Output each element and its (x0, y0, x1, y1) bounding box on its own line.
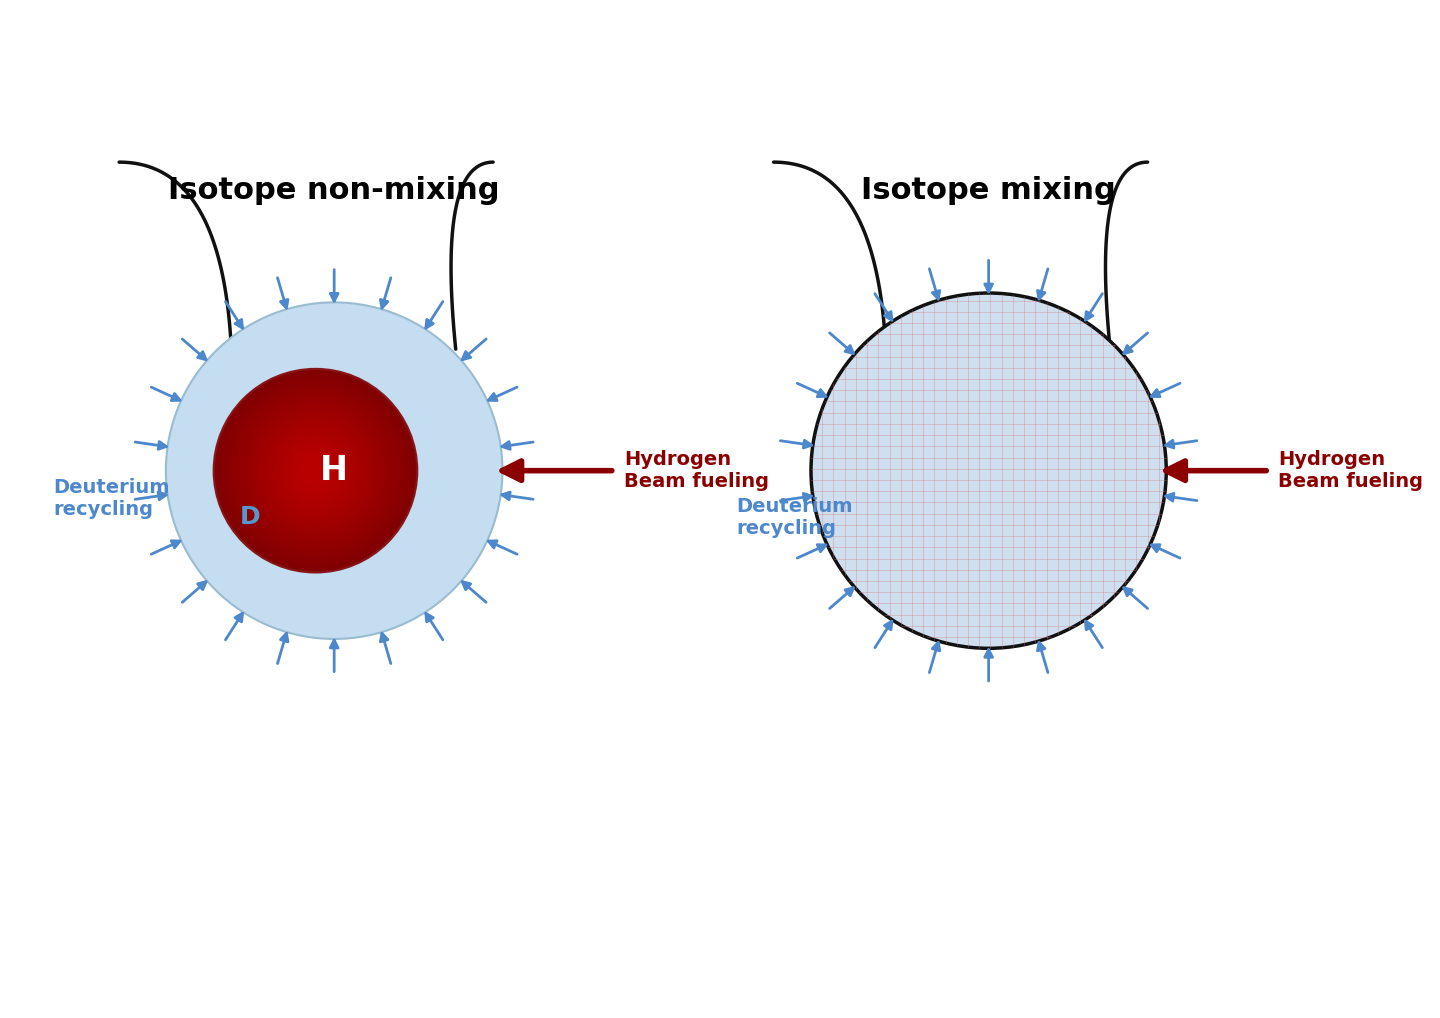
Circle shape (235, 391, 396, 551)
Circle shape (253, 409, 377, 532)
Circle shape (271, 426, 361, 516)
Circle shape (213, 367, 418, 573)
Circle shape (300, 454, 333, 488)
Circle shape (249, 405, 382, 536)
Circle shape (262, 417, 369, 524)
Circle shape (272, 428, 359, 514)
Circle shape (278, 434, 353, 508)
Circle shape (261, 415, 372, 526)
Circle shape (246, 401, 386, 541)
Circle shape (268, 423, 363, 518)
Circle shape (285, 440, 347, 502)
Text: Deuterium
recycling: Deuterium recycling (53, 478, 170, 519)
Circle shape (228, 382, 403, 559)
Circle shape (292, 448, 338, 494)
Circle shape (232, 387, 400, 555)
Circle shape (225, 380, 406, 561)
Circle shape (252, 407, 379, 534)
Circle shape (229, 384, 402, 557)
Circle shape (301, 456, 330, 485)
Circle shape (282, 438, 348, 504)
Circle shape (275, 430, 357, 512)
Circle shape (291, 446, 340, 496)
Circle shape (305, 460, 325, 480)
Circle shape (310, 464, 321, 476)
Circle shape (281, 436, 350, 506)
Circle shape (287, 442, 344, 500)
Circle shape (217, 372, 415, 569)
Text: Hydrogen
Beam fueling: Hydrogen Beam fueling (1279, 450, 1424, 491)
Circle shape (219, 374, 412, 567)
Circle shape (258, 413, 373, 528)
Circle shape (223, 378, 408, 563)
Text: Isotope mixing: Isotope mixing (861, 176, 1116, 205)
Circle shape (242, 397, 390, 545)
Text: D: D (239, 505, 261, 529)
Text: Hydrogen
Beam fueling: Hydrogen Beam fueling (624, 450, 769, 491)
Circle shape (166, 302, 503, 639)
Circle shape (248, 403, 383, 539)
Circle shape (264, 419, 367, 522)
Text: H: H (320, 454, 348, 488)
Text: Isotope non-mixing: Isotope non-mixing (168, 176, 500, 205)
Circle shape (220, 376, 410, 565)
Circle shape (266, 421, 364, 520)
Circle shape (215, 370, 416, 571)
Circle shape (304, 458, 328, 483)
Circle shape (238, 393, 393, 549)
Circle shape (307, 462, 324, 478)
Circle shape (239, 395, 392, 547)
Text: Deuterium
recycling: Deuterium recycling (736, 497, 852, 538)
Circle shape (256, 411, 376, 530)
Circle shape (289, 444, 343, 498)
Circle shape (295, 450, 336, 492)
Circle shape (297, 452, 334, 490)
Circle shape (811, 293, 1166, 648)
Circle shape (233, 389, 397, 553)
Circle shape (243, 399, 387, 543)
Circle shape (276, 432, 354, 510)
